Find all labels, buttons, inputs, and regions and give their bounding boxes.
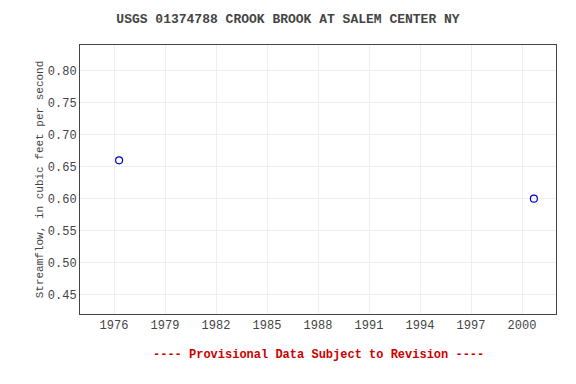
svg-text:---- Provisional Data Subject: ---- Provisional Data Subject to Revisio… — [153, 348, 484, 362]
svg-text:1991: 1991 — [355, 319, 384, 333]
svg-text:Streamflow, in cubic feet per: Streamflow, in cubic feet per second — [34, 61, 46, 299]
svg-text:0.55: 0.55 — [48, 225, 77, 239]
svg-text:2000: 2000 — [508, 319, 537, 333]
svg-text:0.45: 0.45 — [48, 289, 77, 303]
svg-text:0.50: 0.50 — [48, 257, 77, 271]
svg-text:0.70: 0.70 — [48, 129, 77, 143]
svg-text:1997: 1997 — [457, 319, 486, 333]
svg-text:1994: 1994 — [406, 319, 435, 333]
svg-text:0.80: 0.80 — [48, 65, 77, 79]
svg-text:1988: 1988 — [304, 319, 333, 333]
svg-text:1979: 1979 — [151, 319, 180, 333]
svg-text:1982: 1982 — [202, 319, 231, 333]
svg-text:0.65: 0.65 — [48, 161, 77, 175]
svg-text:1985: 1985 — [253, 319, 282, 333]
svg-text:1976: 1976 — [100, 319, 129, 333]
svg-text:0.75: 0.75 — [48, 97, 77, 111]
svg-text:0.60: 0.60 — [48, 193, 77, 207]
svg-text:USGS 01374788 CROOK BROOK AT S: USGS 01374788 CROOK BROOK AT SALEM CENTE… — [116, 12, 459, 27]
